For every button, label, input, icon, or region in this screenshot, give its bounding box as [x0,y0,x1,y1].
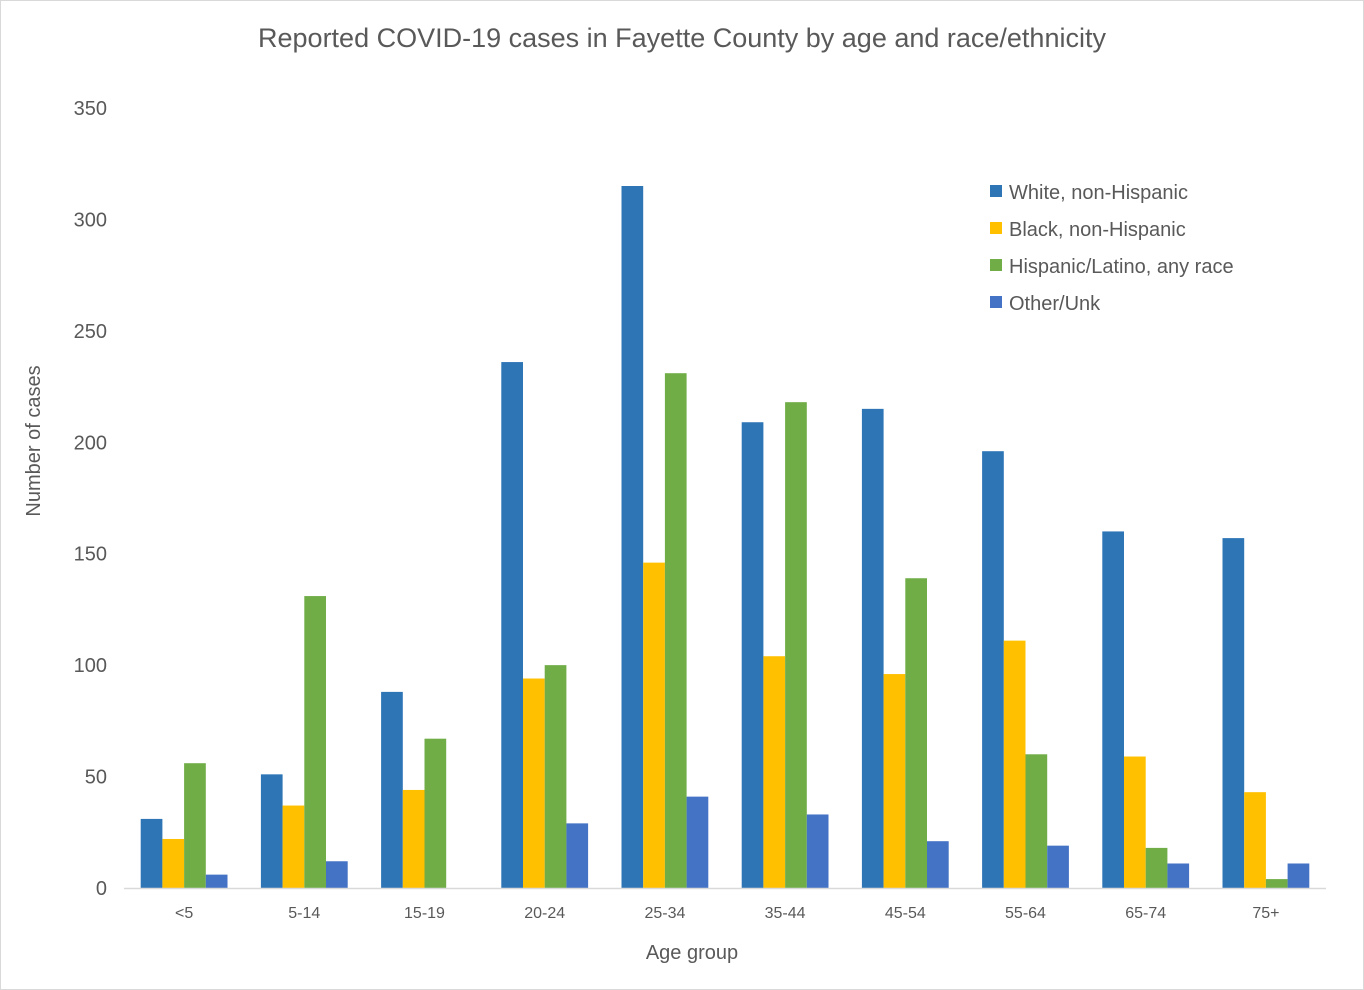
bar [1047,845,1069,888]
bars-group [140,186,1310,888]
bar [686,796,709,888]
x-tick-label: 25-34 [644,905,685,922]
y-tick-label: 300 [74,209,107,231]
bar [566,823,589,888]
bar [763,656,786,888]
y-tick-label: 50 [85,767,107,789]
bar [806,814,829,888]
x-tick-label: 20-24 [524,905,565,922]
bar [1145,847,1168,888]
bar [1287,863,1310,888]
y-tick-label: 0 [96,878,107,900]
x-axis-label: Age group [646,942,738,964]
legend: White, non-Hispanic Black, non-Hispanic Hi… [990,182,1234,315]
x-tick-label: 5-14 [288,905,320,922]
legend-label: Black, non-Hispanic [1009,219,1186,241]
x-tick-label: <5 [175,905,193,922]
x-axis-ticks: <5 5-14 15-19 20-24 25-34 35-44 45-54 55-64 65-7… [175,905,1279,922]
bar [1102,531,1124,888]
y-tick-label: 200 [74,432,107,454]
bar [643,562,665,888]
y-tick-label: 250 [74,321,107,343]
legend-swatch [990,259,1002,271]
bar [861,408,884,888]
bar [1244,792,1266,888]
bar [304,596,326,888]
bar [1265,879,1288,888]
bar [982,451,1004,888]
legend-label: White, non-Hispanic [1009,182,1188,204]
bar [326,861,348,888]
legend-label: Hispanic/Latino, any race [1009,256,1234,278]
bar [621,186,644,888]
x-tick-label: 75+ [1252,905,1279,922]
x-tick-label: 45-54 [885,905,926,922]
bar [162,838,185,888]
bar [785,402,807,888]
bar [1025,754,1048,888]
chart-title: Reported COVID-19 cases in Fayette Count… [258,23,1106,53]
bar [1222,538,1245,888]
bar [1167,863,1190,888]
bar [260,774,283,888]
legend-label: Other/Unk [1009,293,1101,315]
x-tick-label: 65-74 [1125,905,1166,922]
bar [402,789,425,888]
bar [282,805,305,888]
bar [184,763,206,888]
bar [523,678,545,888]
bar [544,665,567,888]
legend-swatch [990,222,1002,234]
bar [1124,756,1146,888]
bar [205,874,228,888]
bar [424,738,447,888]
x-tick-label: 55-64 [1005,905,1046,922]
bar [883,674,906,888]
bar [927,841,949,888]
bar [1003,640,1026,888]
bar [664,373,687,888]
y-tick-label: 100 [74,655,107,677]
y-tick-label: 150 [74,544,107,566]
bar [140,818,163,888]
legend-swatch [990,185,1002,197]
x-tick-label: 35-44 [765,905,806,922]
y-axis-ticks: 0 50 100 150 200 250 300 350 [74,98,107,900]
bar [501,362,523,888]
bar [381,691,403,888]
y-tick-label: 350 [74,98,107,120]
bar [741,422,764,888]
bar [905,578,927,888]
x-tick-label: 15-19 [404,905,445,922]
y-axis-label: Number of cases [23,365,45,516]
legend-swatch [990,296,1002,308]
